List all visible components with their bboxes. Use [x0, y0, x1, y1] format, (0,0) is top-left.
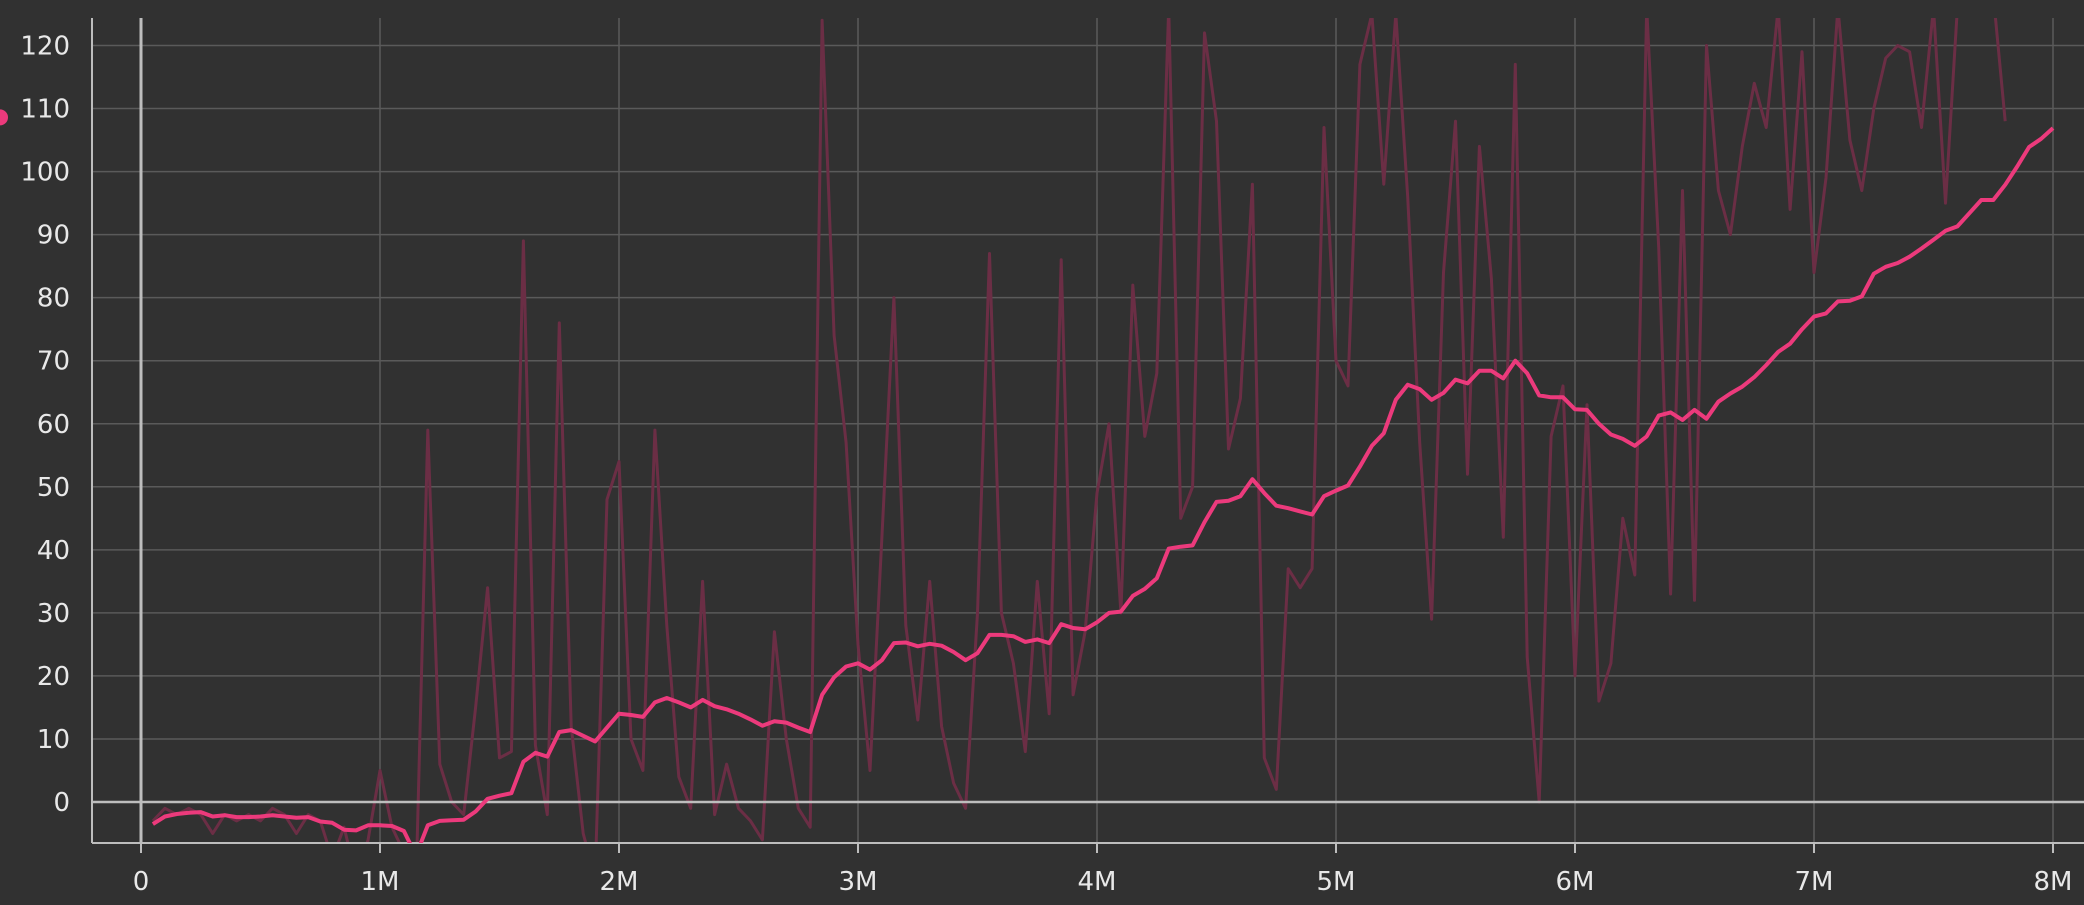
axes: [91, 18, 2084, 853]
y-tick-label: 0: [53, 788, 70, 818]
x-tick-label: 7M: [1795, 867, 1834, 897]
y-tick-label: 80: [37, 284, 70, 314]
raw-series: [151, 18, 2007, 843]
smoothed-endpoint-marker[interactable]: [0, 109, 8, 126]
grid: [92, 18, 2084, 843]
y-tick-label: 40: [37, 536, 70, 566]
x-tick-label: 8M: [2034, 867, 2073, 897]
y-tick-label: 50: [37, 473, 70, 503]
y-tick-label: 30: [37, 599, 70, 629]
y-tick-label: 100: [20, 158, 70, 188]
x-tick-label: 4M: [1078, 867, 1117, 897]
y-tick-label: 110: [20, 95, 70, 125]
y-tick-label: 90: [37, 221, 70, 251]
x-tick-label: 6M: [1556, 867, 1595, 897]
x-tick-label: 1M: [361, 867, 400, 897]
y-tick-label: 70: [37, 347, 70, 377]
y-tick-label: 20: [37, 662, 70, 692]
raw-series-line: [151, 18, 2007, 843]
x-tick-label: 5M: [1317, 867, 1356, 897]
x-tick-label: 2M: [600, 867, 639, 897]
y-tick-label: 10: [37, 725, 70, 755]
tick-labels: 0 10 20 30 40 50 60 70 80 90 100 110 120 0 1M 2M 3M 4M 5M 6…: [20, 32, 2072, 898]
smoothed-series: [0, 109, 2055, 843]
x-tick-label: 0: [133, 867, 150, 897]
x-tick-label: 3M: [839, 867, 878, 897]
y-tick-label: 60: [37, 410, 70, 440]
smoothed-series-line: [151, 126, 2055, 843]
y-tick-label: 120: [20, 32, 70, 62]
